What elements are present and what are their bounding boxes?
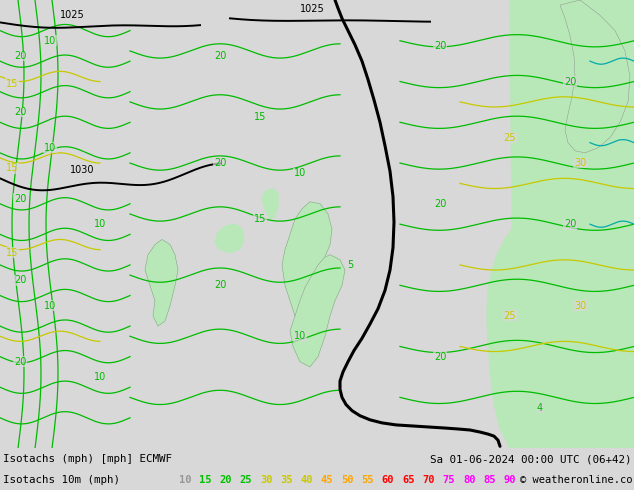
Text: 75: 75 — [443, 475, 455, 485]
Text: 10: 10 — [44, 301, 56, 311]
Text: 70: 70 — [422, 475, 435, 485]
Text: 35: 35 — [280, 475, 293, 485]
Text: 15: 15 — [6, 163, 18, 173]
Text: © weatheronline.co.uk weatheronline.co.uk: © weatheronline.co.uk weatheronline.co.u… — [520, 475, 634, 485]
Polygon shape — [560, 0, 630, 153]
Text: 1030: 1030 — [70, 165, 94, 175]
Polygon shape — [262, 189, 278, 219]
Text: 10: 10 — [44, 143, 56, 153]
Text: 10: 10 — [294, 331, 306, 341]
Polygon shape — [290, 255, 345, 367]
Text: Sa 01-06-2024 00:00 UTC (06+42): Sa 01-06-2024 00:00 UTC (06+42) — [429, 454, 631, 464]
Text: 20: 20 — [14, 357, 26, 367]
Text: 20: 20 — [564, 76, 576, 87]
Text: 20: 20 — [434, 199, 446, 209]
Text: 1025: 1025 — [60, 10, 85, 21]
Text: 20: 20 — [219, 475, 232, 485]
Text: 30: 30 — [574, 158, 586, 168]
Text: 20: 20 — [214, 158, 226, 168]
Text: 20: 20 — [14, 107, 26, 117]
Text: 20: 20 — [564, 219, 576, 229]
Polygon shape — [282, 202, 332, 316]
Polygon shape — [560, 377, 634, 448]
Text: 20: 20 — [214, 51, 226, 61]
Text: 15: 15 — [6, 248, 18, 258]
Text: 20: 20 — [14, 51, 26, 61]
Polygon shape — [215, 224, 244, 253]
Text: 60: 60 — [382, 475, 394, 485]
Text: 10: 10 — [94, 219, 106, 229]
Text: 20: 20 — [434, 41, 446, 51]
Text: 45: 45 — [321, 475, 333, 485]
Text: 85: 85 — [484, 475, 496, 485]
Polygon shape — [487, 0, 634, 448]
Text: 15: 15 — [254, 214, 266, 224]
Text: 20: 20 — [14, 194, 26, 204]
Text: 30: 30 — [260, 475, 273, 485]
Text: 10: 10 — [179, 475, 191, 485]
Text: 80: 80 — [463, 475, 476, 485]
Text: 15: 15 — [199, 475, 212, 485]
Text: 50: 50 — [341, 475, 354, 485]
Text: Isotachs 10m (mph): Isotachs 10m (mph) — [3, 475, 120, 485]
Text: 4: 4 — [537, 403, 543, 413]
Text: 5: 5 — [347, 260, 353, 270]
Text: 10: 10 — [94, 372, 106, 382]
Text: 1025: 1025 — [300, 4, 325, 14]
Text: 15: 15 — [6, 78, 18, 89]
Text: 25: 25 — [504, 133, 516, 143]
Polygon shape — [145, 240, 178, 326]
Text: 30: 30 — [574, 301, 586, 311]
Text: 65: 65 — [402, 475, 415, 485]
Text: 25: 25 — [240, 475, 252, 485]
Text: 40: 40 — [301, 475, 313, 485]
Text: 20: 20 — [434, 352, 446, 362]
Text: 55: 55 — [361, 475, 374, 485]
Text: 10: 10 — [294, 168, 306, 178]
Text: 20: 20 — [14, 275, 26, 285]
Text: 25: 25 — [504, 311, 516, 321]
Text: 90: 90 — [504, 475, 516, 485]
Text: 15: 15 — [254, 112, 266, 122]
Text: 10: 10 — [44, 36, 56, 46]
Text: Isotachs (mph) [mph] ECMWF: Isotachs (mph) [mph] ECMWF — [3, 454, 172, 464]
Text: 20: 20 — [214, 280, 226, 290]
